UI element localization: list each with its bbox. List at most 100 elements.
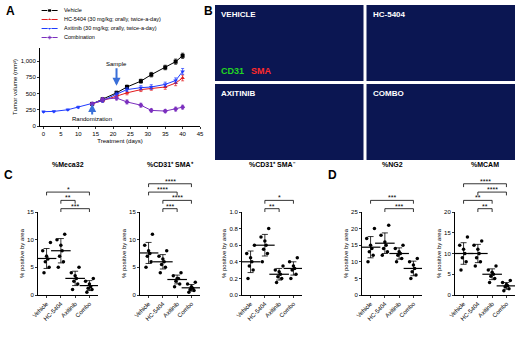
svg-text:****: **** <box>172 194 183 201</box>
svg-text:0: 0 <box>30 292 34 298</box>
svg-text:15: 15 <box>351 242 358 248</box>
svg-text:15: 15 <box>444 230 451 236</box>
svg-text:% positive by area: % positive by area <box>121 228 127 278</box>
svg-text:SMA: SMA <box>251 66 272 76</box>
svg-text:%MCAM: %MCAM <box>471 161 499 168</box>
svg-text:Axitinib (30 mg/kg; orally, tw: Axitinib (30 mg/kg; orally, twice-a-day) <box>64 25 157 31</box>
svg-text:0.8: 0.8 <box>229 226 238 232</box>
svg-text:20: 20 <box>110 131 117 137</box>
svg-text:B: B <box>204 4 213 18</box>
svg-text:250: 250 <box>26 107 37 113</box>
svg-text:500: 500 <box>26 91 37 97</box>
svg-text:0.0: 0.0 <box>229 292 238 298</box>
svg-text:***: *** <box>388 194 396 201</box>
svg-text:5: 5 <box>354 276 358 282</box>
svg-text:15: 15 <box>92 131 99 137</box>
svg-text:% positive by area: % positive by area <box>221 228 227 278</box>
svg-text:10: 10 <box>444 251 451 257</box>
svg-text:5: 5 <box>30 264 34 270</box>
svg-text:30: 30 <box>144 131 151 137</box>
svg-text:Axitinib: Axitinib <box>60 300 78 318</box>
svg-text:15: 15 <box>27 209 34 215</box>
svg-text:****: **** <box>157 186 168 193</box>
svg-text:Combination: Combination <box>64 34 95 40</box>
svg-text:Vehicle: Vehicle <box>448 300 466 318</box>
svg-text:Combo: Combo <box>74 300 92 318</box>
svg-text:***: *** <box>71 203 79 210</box>
svg-text:10: 10 <box>27 237 34 243</box>
svg-text:Randomization: Randomization <box>72 116 112 122</box>
svg-text:1,000: 1,000 <box>21 58 37 64</box>
svg-text:20: 20 <box>444 209 451 215</box>
svg-text:Treatment (days): Treatment (days) <box>97 138 142 144</box>
svg-text:5: 5 <box>447 271 451 277</box>
svg-text:0: 0 <box>132 292 136 298</box>
svg-text:%CD31⁺ SMA⁻: %CD31⁺ SMA⁻ <box>249 161 296 168</box>
svg-text:25: 25 <box>351 209 358 215</box>
svg-text:0: 0 <box>447 292 451 298</box>
svg-text:% positive by area: % positive by area <box>436 228 442 278</box>
svg-text:CD31: CD31 <box>221 66 244 76</box>
svg-text:Vehicle: Vehicle <box>64 7 82 13</box>
svg-text:HC-5404 (30 mg/kg; orally, twi: HC-5404 (30 mg/kg; orally, twice-a-day) <box>64 16 161 22</box>
svg-text:****: **** <box>487 186 498 193</box>
svg-text:Combo: Combo <box>491 300 509 318</box>
svg-text:Vehicle: Vehicle <box>133 300 151 318</box>
svg-text:Vehicle: Vehicle <box>355 300 373 318</box>
svg-text:****: **** <box>165 178 176 185</box>
svg-text:20: 20 <box>351 226 358 232</box>
svg-text:35: 35 <box>162 131 169 137</box>
svg-text:***: *** <box>166 203 174 210</box>
svg-text:%NG2: %NG2 <box>382 161 403 168</box>
svg-text:Axitinib: Axitinib <box>264 300 282 318</box>
svg-text:**: ** <box>269 203 275 210</box>
svg-text:Vehicle: Vehicle <box>31 300 49 318</box>
svg-text:HC-5404: HC-5404 <box>373 10 406 19</box>
svg-text:D: D <box>328 168 337 182</box>
svg-text:****: **** <box>480 178 491 185</box>
svg-text:HC-5404: HC-5404 <box>246 300 268 322</box>
svg-text:**: ** <box>475 194 481 201</box>
svg-text:C: C <box>4 168 13 182</box>
svg-text:25: 25 <box>127 131 134 137</box>
svg-text:*: * <box>278 194 281 201</box>
svg-text:HC-5404: HC-5404 <box>459 300 481 322</box>
svg-text:*: * <box>67 186 70 193</box>
svg-text:Combo: Combo <box>278 300 296 318</box>
svg-text:%Meca32: %Meca32 <box>52 161 84 168</box>
svg-text:0: 0 <box>354 292 358 298</box>
svg-text:Axitinib: Axitinib <box>477 300 495 318</box>
svg-text:0: 0 <box>42 131 46 137</box>
svg-text:10: 10 <box>75 131 82 137</box>
svg-text:% positive by area: % positive by area <box>343 228 349 278</box>
svg-text:COMBO: COMBO <box>373 89 404 98</box>
svg-text:% positive by area: % positive by area <box>19 228 25 278</box>
svg-text:HC-5404: HC-5404 <box>42 300 64 322</box>
svg-text:45: 45 <box>197 131 204 137</box>
svg-text:Vehicle: Vehicle <box>235 300 253 318</box>
svg-text:***: *** <box>395 203 403 210</box>
svg-text:0.6: 0.6 <box>229 242 238 248</box>
svg-text:40: 40 <box>179 131 186 137</box>
svg-text:1.0: 1.0 <box>229 209 238 215</box>
svg-text:0.4: 0.4 <box>229 259 238 265</box>
svg-text:Axitinib: Axitinib <box>384 300 402 318</box>
svg-text:Tumor volume (mm³): Tumor volume (mm³) <box>12 59 18 115</box>
svg-text:**: ** <box>65 194 71 201</box>
svg-text:Combo: Combo <box>398 300 416 318</box>
svg-text:10: 10 <box>351 259 358 265</box>
svg-text:5: 5 <box>132 264 136 270</box>
svg-text:5: 5 <box>59 131 63 137</box>
svg-text:HC-5404: HC-5404 <box>144 300 166 322</box>
svg-text:0.2: 0.2 <box>229 276 238 282</box>
svg-text:%CD31⁺ SMA⁺: %CD31⁺ SMA⁺ <box>147 161 194 168</box>
svg-text:AXITINIB: AXITINIB <box>221 89 255 98</box>
svg-text:15: 15 <box>129 209 136 215</box>
svg-text:VEHICLE: VEHICLE <box>221 10 256 19</box>
svg-text:Sample: Sample <box>106 61 127 67</box>
svg-text:A: A <box>6 4 15 18</box>
svg-text:**: ** <box>482 203 488 210</box>
svg-text:10: 10 <box>129 237 136 243</box>
svg-text:0: 0 <box>32 123 36 129</box>
svg-text:750: 750 <box>26 74 37 80</box>
